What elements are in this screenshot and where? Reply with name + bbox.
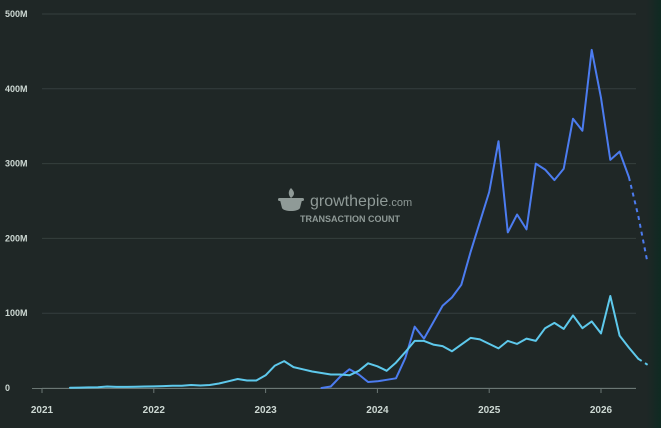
y-axis: 0 100M 200M 300M 400M 500M (5, 9, 28, 393)
watermark-subtitle: TRANSACTION COUNT (300, 214, 400, 224)
y-tick-label: 400M (5, 84, 28, 94)
series-layer (69, 48, 649, 389)
series-line (320, 48, 630, 389)
series-line (69, 295, 640, 389)
y-tick-label: 300M (5, 159, 28, 169)
x-tick-label: 2023 (254, 405, 277, 416)
watermark: growthepie.com TRANSACTION COUNT (278, 188, 412, 224)
watermark-brand: growthepie.com (310, 193, 412, 210)
x-axis: 2021 2022 2023 2024 2025 2026 (31, 388, 613, 416)
x-tick-label: 2022 (143, 405, 166, 416)
x-tick-label: 2026 (590, 405, 613, 416)
x-tick-label: 2021 (31, 405, 54, 416)
y-tick-label: 100M (5, 308, 28, 318)
right-edge-shade (647, 0, 661, 428)
series-line-projection (627, 176, 649, 264)
series-line-projection (637, 357, 649, 366)
x-tick-label: 2025 (478, 405, 501, 416)
x-tick-label: 2024 (366, 405, 389, 416)
y-tick-label: 200M (5, 233, 28, 243)
series-2 (69, 295, 649, 389)
y-tick-label: 500M (5, 9, 28, 19)
pie-logo-icon (278, 188, 304, 211)
y-tick-label: 0 (5, 383, 10, 393)
series-1 (320, 48, 649, 389)
